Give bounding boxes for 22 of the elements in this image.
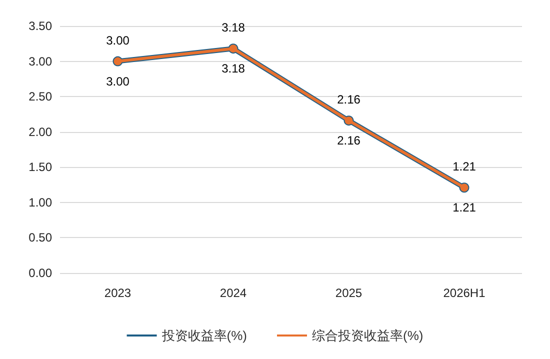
y-tick-label: 3.00 [28,54,52,68]
x-tick-label: 2023 [104,286,132,300]
data-label: 1.21 [452,160,476,174]
y-tick-label: 1.50 [28,160,52,174]
data-label: 1.21 [452,200,476,215]
y-tick-label: 0.50 [28,230,52,245]
data-label: 3.18 [222,20,246,35]
y-tick-label: 0.00 [28,266,52,280]
data-label: 3.00 [106,33,130,48]
x-tick-label: 2025 [335,286,362,300]
data-label: 3.18 [222,62,246,76]
data-label: 3.00 [106,74,130,88]
data-label: 2.16 [337,92,361,107]
y-tick-label: 2.00 [28,124,52,139]
x-tick-label: 2026H1 [443,286,486,300]
legend-label: 投资收益率(%) [160,328,247,343]
y-tick-label: 3.50 [28,19,52,33]
y-tick-label: 2.50 [28,90,52,104]
legend-label: 综合投资收益率(%) [312,328,424,343]
x-tick-label: 2024 [220,286,247,300]
data-label: 2.16 [337,134,361,148]
y-tick-label: 1.00 [28,195,52,210]
